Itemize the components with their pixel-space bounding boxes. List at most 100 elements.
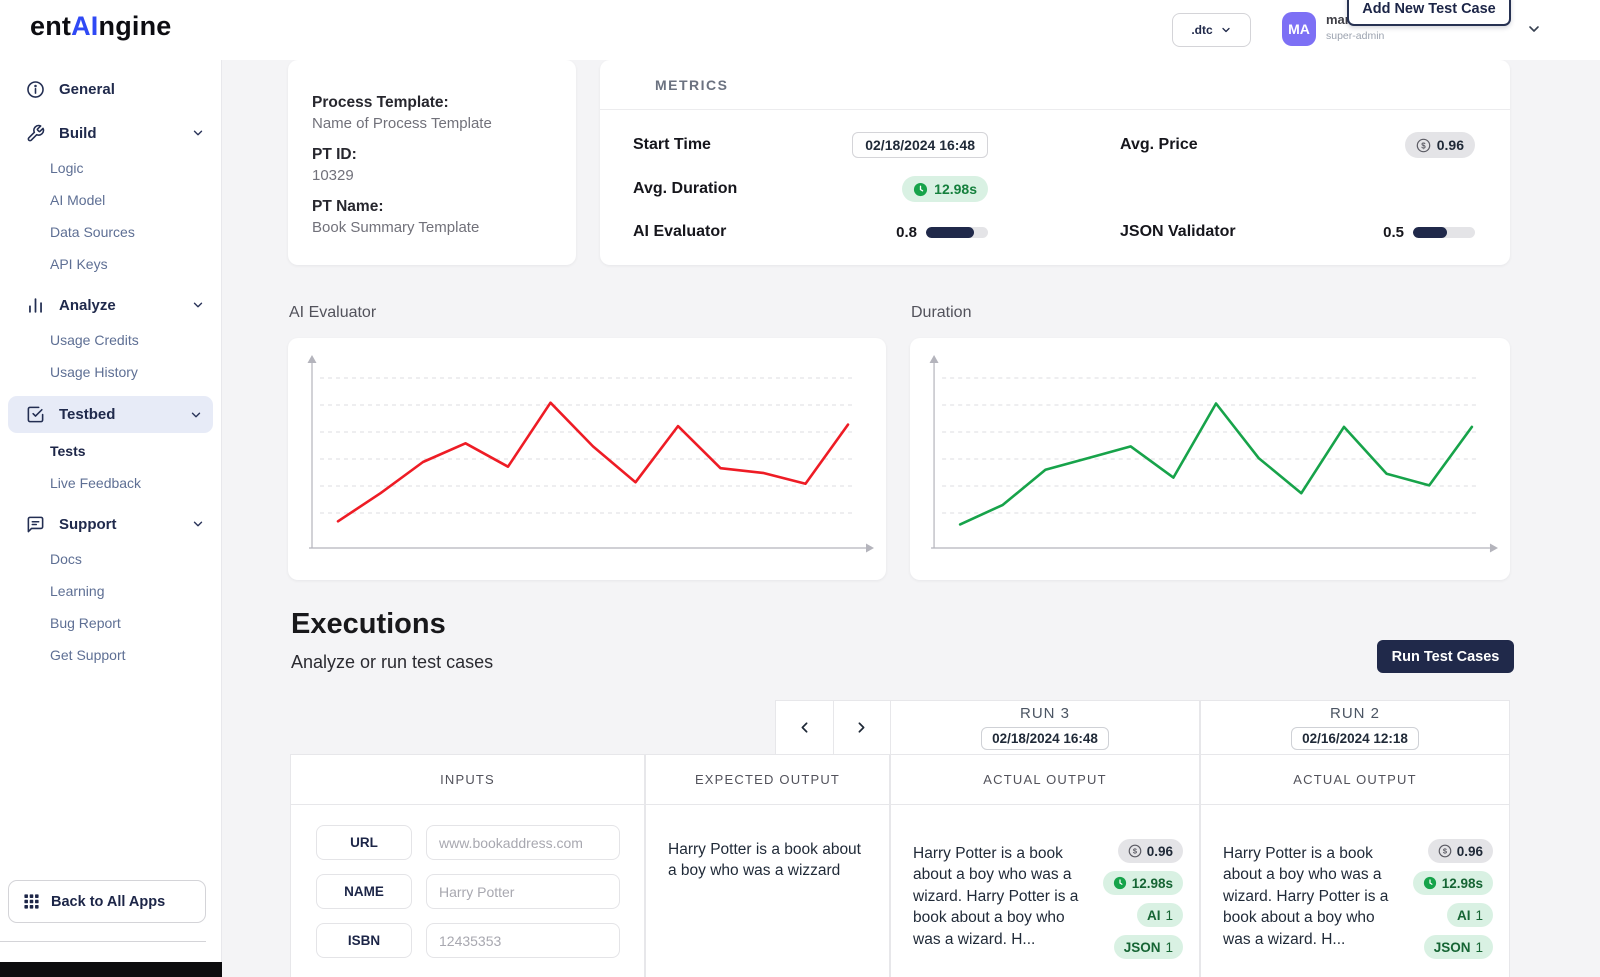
logo-text-end: ngine: [98, 11, 172, 41]
clock-icon: [913, 182, 928, 197]
expected-output-text: Harry Potter is a book about a boy who w…: [668, 841, 861, 880]
json-score-label: JSON: [1433, 939, 1471, 955]
add-new-test-case-button[interactable]: Add New Test Case: [1347, 0, 1511, 26]
duration-badge: 12.98s: [1102, 871, 1183, 895]
sidebar-item-data-sources[interactable]: Data Sources: [50, 224, 135, 240]
start-time-label: Start Time: [633, 136, 711, 153]
ai-score-value: 1: [1475, 907, 1483, 923]
duration-line-chart: [918, 348, 1502, 570]
duration-chart-title: Duration: [911, 304, 972, 321]
check-square-icon: [26, 405, 46, 424]
brand-logo: entAIngine: [30, 11, 172, 42]
sidebar-item-logic[interactable]: Logic: [50, 160, 84, 176]
apps-grid-icon: [23, 893, 40, 910]
actual-output-text: Harry Potter is a book about a boy who w…: [913, 845, 1079, 948]
sidebar-item-testbed[interactable]: Testbed: [8, 396, 213, 433]
dollar-circle-icon: $: [1128, 844, 1142, 858]
ai-evaluator-label: AI Evaluator: [633, 223, 727, 240]
ai-evaluator-progress: 0.8: [896, 224, 988, 241]
bottom-strip: [0, 962, 222, 977]
run-navigation: [775, 700, 891, 755]
json-validator-progress: 0.5: [1383, 224, 1475, 241]
next-run-button[interactable]: [832, 701, 891, 754]
bar-chart-icon: [26, 296, 46, 315]
sidebar-item-ai-model[interactable]: AI Model: [50, 192, 106, 208]
expected-output-column-header: EXPECTED OUTPUT: [645, 754, 890, 805]
sidebar-item-label: General: [59, 80, 115, 98]
sidebar-item-analyze[interactable]: Analyze: [0, 286, 221, 324]
sidebar-item-label: Testbed: [59, 406, 116, 423]
avatar[interactable]: MA: [1282, 12, 1316, 46]
sidebar-item-get-support[interactable]: Get Support: [50, 647, 126, 663]
progress-fill: [926, 226, 975, 238]
pt-id-label: PT ID:: [312, 146, 357, 163]
price-badge: $ 0.96: [1427, 839, 1493, 863]
ai-score-value: 1: [1165, 907, 1173, 923]
avg-price-label: Avg. Price: [1120, 136, 1198, 153]
progress-fill: [1413, 226, 1448, 238]
json-score-badge: JSON 1: [1113, 935, 1183, 959]
progress-track: [926, 226, 988, 238]
run2-name: RUN 2: [1329, 705, 1380, 722]
avg-duration-label: Avg. Duration: [633, 180, 738, 197]
url-input[interactable]: [426, 825, 620, 860]
back-to-all-apps-button[interactable]: Back to All Apps: [8, 880, 206, 923]
sidebar-item-label: Support: [59, 515, 117, 533]
environment-select[interactable]: .dtc: [1172, 13, 1251, 47]
sidebar-item-tests[interactable]: Tests: [50, 443, 86, 459]
sidebar-item-general[interactable]: General: [0, 70, 221, 108]
expected-output-cell: Harry Potter is a book about a boy who w…: [645, 804, 890, 977]
pt-name-label: PT Name:: [312, 198, 384, 215]
ai-score-badge: AI 1: [1446, 903, 1493, 927]
duration-chart-card: [910, 338, 1510, 580]
pt-name-value: Book Summary Template: [312, 219, 480, 236]
actual-output-run3-column-header: ACTUAL OUTPUT: [890, 754, 1200, 805]
price-value: 0.96: [1456, 843, 1483, 859]
process-template-label: Process Template:: [312, 94, 449, 111]
sidebar-item-support[interactable]: Support: [0, 505, 221, 543]
chevron-left-icon: [796, 719, 813, 736]
sidebar-item-live-feedback[interactable]: Live Feedback: [50, 475, 142, 491]
clock-icon: [1423, 876, 1437, 890]
executions-title: Executions: [291, 608, 446, 640]
actual-output-run2-cell: Harry Potter is a book about a boy who w…: [1200, 804, 1510, 977]
sidebar-item-build[interactable]: Build: [0, 114, 221, 152]
json-score-label: JSON: [1123, 939, 1161, 955]
sidebar-item-api-keys[interactable]: API Keys: [50, 256, 108, 272]
sidebar-item-learning[interactable]: Learning: [50, 583, 105, 599]
sidebar: General Build Logic AI Model Data Source…: [0, 60, 222, 977]
svg-text:$: $: [1443, 847, 1448, 856]
executions-subtitle: Analyze or run test cases: [291, 652, 494, 672]
start-time-value: 02/18/2024 16:48: [852, 132, 988, 158]
sidebar-item-usage-credits[interactable]: Usage Credits: [50, 332, 139, 348]
sidebar-item-usage-history[interactable]: Usage History: [50, 364, 138, 380]
name-input[interactable]: [426, 874, 620, 909]
ai-score-label: AI: [1456, 907, 1471, 923]
avg-price-badge: $ 0.96: [1404, 132, 1475, 158]
inputs-column-header: INPUTS: [290, 754, 645, 805]
pt-id-value: 10329: [312, 167, 354, 184]
svg-text:$: $: [1421, 141, 1426, 150]
run-test-cases-button[interactable]: Run Test Cases: [1377, 640, 1514, 673]
actual-output-run3-cell: Harry Potter is a book about a boy who w…: [890, 804, 1200, 977]
account-chevron-down-icon[interactable]: [1526, 21, 1542, 42]
previous-run-button[interactable]: [776, 701, 833, 754]
back-button-label: Back to All Apps: [51, 893, 166, 910]
isbn-input[interactable]: [426, 923, 620, 958]
run2-header: RUN 2 02/16/2024 12:18: [1200, 700, 1510, 755]
price-badge: $ 0.96: [1117, 839, 1183, 863]
sidebar-item-label: Build: [59, 124, 97, 142]
sidebar-item-label: Analyze: [59, 296, 116, 314]
price-value: 0.96: [1146, 843, 1173, 859]
ai-evaluator-chart-card: [288, 338, 886, 580]
user-meta: mar super-admin: [1326, 12, 1396, 42]
chevron-down-icon: [191, 517, 205, 531]
duration-badge: 12.98s: [1412, 871, 1493, 895]
progress-track: [1413, 226, 1475, 238]
process-template-card: Process Template: Name of Process Templa…: [288, 60, 576, 265]
ai-score-badge: AI 1: [1136, 903, 1183, 927]
sidebar-item-docs[interactable]: Docs: [50, 551, 82, 567]
sidebar-item-bug-report[interactable]: Bug Report: [50, 615, 121, 631]
ai-evaluator-value: 0.8: [896, 223, 917, 241]
